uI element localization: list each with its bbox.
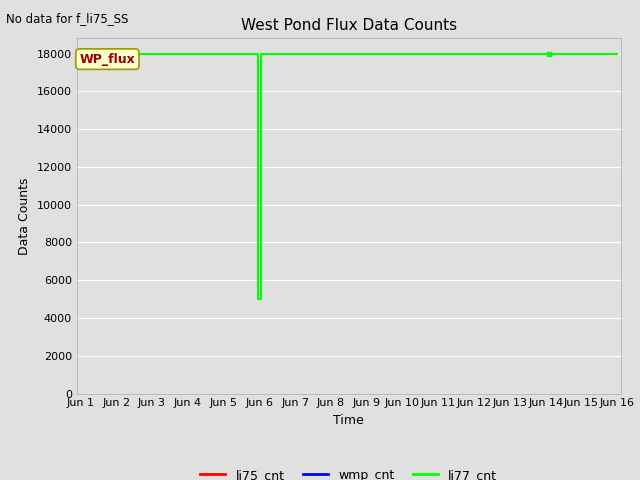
Title: West Pond Flux Data Counts: West Pond Flux Data Counts xyxy=(241,18,457,33)
X-axis label: Time: Time xyxy=(333,414,364,427)
Y-axis label: Data Counts: Data Counts xyxy=(19,177,31,255)
Text: No data for f_li75_SS: No data for f_li75_SS xyxy=(6,12,129,25)
Legend: li75_cnt, wmp_cnt, li77_cnt: li75_cnt, wmp_cnt, li77_cnt xyxy=(195,464,502,480)
Text: WP_flux: WP_flux xyxy=(79,53,135,66)
